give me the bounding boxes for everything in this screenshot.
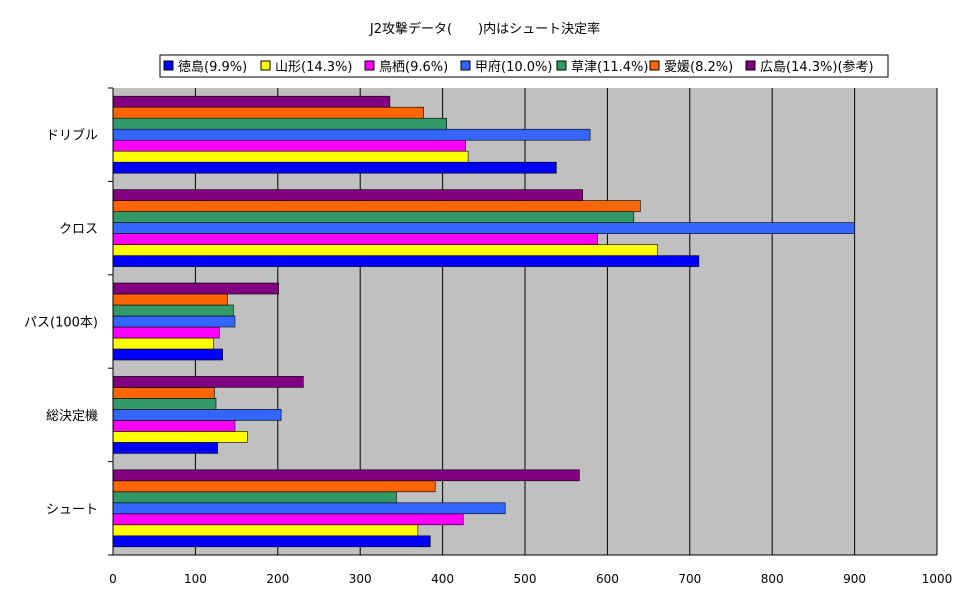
bar [112, 282, 279, 295]
bar [112, 326, 220, 339]
bar [112, 222, 855, 234]
category-label: パス(100本) [24, 316, 98, 331]
legend-box [159, 54, 889, 78]
legend-swatch [364, 60, 375, 71]
bar [112, 233, 598, 245]
bar [112, 480, 436, 493]
x-tick-label: 200 [266, 572, 289, 586]
x-tick-label: 400 [431, 572, 454, 586]
legend-label: 山形(14.3%) [275, 60, 352, 75]
legend-label: 草津(11.4%) [571, 60, 648, 75]
bar [112, 431, 248, 443]
tick-labels: 0 100 200 300 400 500 600 700 800 900 1000 [109, 572, 952, 586]
bar [112, 442, 218, 454]
axes [108, 87, 937, 556]
legend-label: 愛媛(8.2%) [664, 60, 733, 75]
bar [112, 189, 583, 201]
legend-swatch [260, 60, 271, 71]
bars [112, 95, 855, 548]
category-label: 総決定機 [46, 409, 98, 424]
bar [112, 491, 397, 504]
bar [112, 348, 223, 361]
bar [112, 293, 228, 306]
legend: 徳島(9.9%) 山形(14.3%) 鳥栖(9.6%) 甲府(10.0%) 草津(11.… [163, 59, 874, 75]
bar [112, 117, 448, 130]
x-tick-label: 800 [761, 572, 784, 586]
category-label: ドリブル [46, 128, 98, 144]
bar [112, 409, 282, 421]
bar [112, 315, 236, 328]
bar [112, 387, 215, 399]
legend-label: 甲府(10.0%) [475, 60, 552, 75]
x-tick-label: 1000 [922, 572, 953, 586]
bar [112, 337, 214, 350]
bar [112, 244, 658, 256]
bar [112, 200, 641, 212]
bar [112, 535, 431, 548]
bar [112, 106, 424, 119]
x-tick-label: 600 [596, 572, 619, 586]
x-tick-label: 500 [514, 572, 537, 586]
bar [112, 95, 391, 108]
bar [112, 469, 580, 482]
bar [112, 211, 635, 223]
category-label: クロス [59, 222, 98, 237]
legend-label: 鳥栖(9.6%) [379, 60, 448, 75]
legend-swatch [556, 60, 567, 71]
bar [112, 398, 217, 410]
legend-swatch [163, 60, 174, 71]
x-tick-label: 900 [843, 572, 866, 586]
bar [112, 139, 466, 152]
bar [112, 420, 236, 432]
legend-swatch [745, 60, 756, 71]
chart-title: J2攻撃データ( )内はシュート決定率 [369, 21, 600, 37]
legend-swatch [460, 60, 471, 71]
legend-label: 徳島(9.9%) [178, 60, 247, 75]
x-tick-label: 0 [109, 572, 117, 586]
bar [112, 128, 591, 141]
category-label: シュート [46, 502, 98, 517]
bar [112, 150, 469, 163]
bar [112, 304, 234, 317]
x-tick-label: 300 [349, 572, 372, 586]
bar [112, 161, 557, 174]
bar [112, 524, 419, 537]
legend-label: 広島(14.3%)(参考) [760, 59, 874, 75]
bar [112, 255, 700, 267]
legend-swatch [649, 60, 660, 71]
x-tick-label: 100 [184, 572, 207, 586]
bar [112, 376, 304, 388]
bar [112, 513, 464, 526]
x-tick-label: 700 [678, 572, 701, 586]
bar [112, 502, 506, 515]
